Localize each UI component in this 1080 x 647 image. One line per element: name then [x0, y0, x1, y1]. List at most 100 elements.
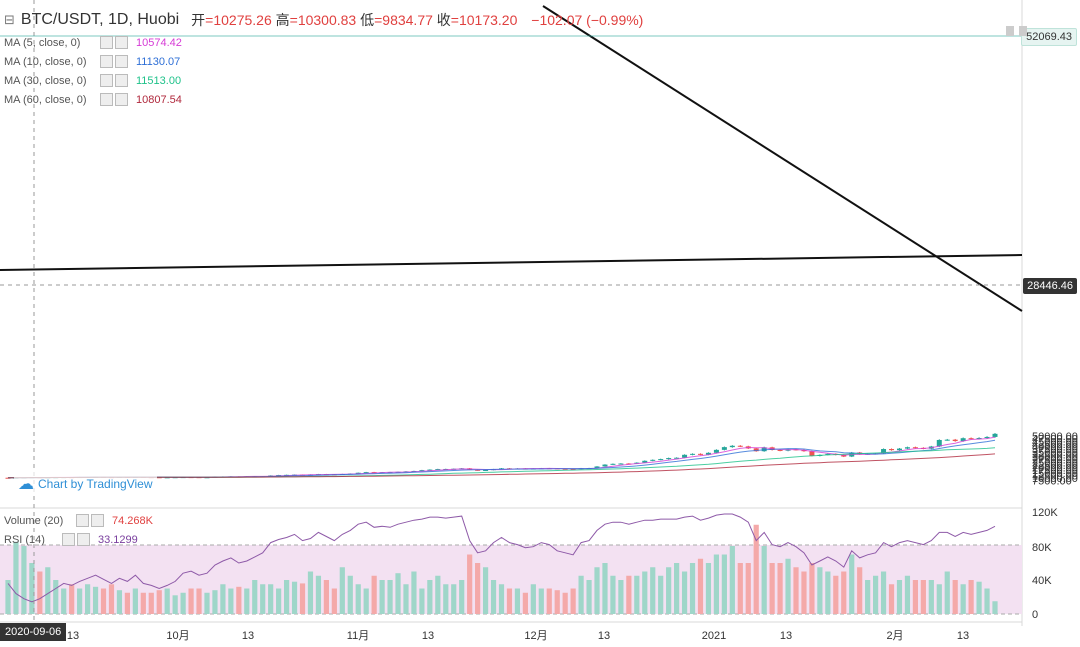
time-tick-label: 2021 [702, 630, 726, 642]
collapse-icon[interactable]: ⊟ [4, 12, 15, 27]
settings-icon[interactable] [100, 36, 113, 49]
volume-bar [69, 584, 75, 614]
settings-icon[interactable] [100, 74, 113, 87]
settings-icon[interactable] [100, 93, 113, 106]
price-tick-label: 25000.00 [1032, 457, 1078, 469]
volume-bar [689, 563, 696, 614]
volume-bar [140, 592, 146, 614]
volume-bar [737, 563, 743, 614]
candle-body [753, 448, 759, 452]
volume-bar [968, 580, 974, 614]
price-tick-label: 37500.00 [1032, 444, 1078, 456]
price-tick-label: 47500.00 [1032, 434, 1078, 446]
volume-bar [156, 590, 162, 614]
time-tick-label: 13 [242, 630, 254, 642]
volume-bar [77, 588, 83, 614]
volume-bar [849, 554, 855, 614]
close-icon[interactable] [91, 514, 104, 527]
candle-body [809, 451, 815, 456]
volume-bar [618, 580, 624, 614]
volume-bar [172, 595, 178, 614]
volume-bar [276, 588, 282, 614]
chart-button[interactable] [1019, 26, 1027, 36]
candle-body [363, 472, 369, 474]
candle-body [825, 453, 831, 455]
volume-bar [522, 592, 528, 614]
volume-bar [451, 584, 457, 614]
candle-body [682, 454, 688, 458]
candle-body [483, 470, 489, 472]
candle-body [602, 464, 608, 467]
volume-bar [817, 567, 823, 614]
volume-bar [411, 571, 417, 614]
close-icon[interactable] [115, 36, 128, 49]
volume-bar [299, 583, 306, 614]
chart-button[interactable] [1006, 26, 1014, 36]
volume-bar [578, 575, 584, 614]
symbol-title[interactable]: BTC/USDT, 1D, Huobi [20, 11, 180, 28]
candle-body [475, 469, 481, 471]
volume-bar [705, 563, 712, 614]
candle-body [944, 439, 950, 441]
settings-icon[interactable] [100, 55, 113, 68]
volume-bar [355, 584, 361, 614]
price-tick-label: 42500.00 [1032, 439, 1078, 451]
settings-icon[interactable] [76, 514, 89, 527]
volume-bar [976, 581, 982, 614]
volume-bar [188, 588, 194, 614]
ma-legend-row: MA (10, close, 0) 11130.07 [4, 55, 181, 68]
volume-bar [642, 571, 648, 614]
resistance-trendline [542, 5, 1023, 312]
candle-body [594, 466, 600, 469]
volume-bar [498, 584, 505, 614]
volume-bar [793, 567, 799, 614]
ma-line [8, 453, 996, 479]
close-icon[interactable] [115, 74, 128, 87]
settings-icon[interactable] [62, 533, 75, 546]
volume-bar [888, 584, 895, 614]
volume-bar [809, 563, 815, 614]
volume-bar [857, 567, 863, 614]
price-tick-label: 30000.00 [1032, 452, 1078, 464]
rsi-legend: RSI (14) 33.1299 [4, 533, 138, 546]
price-tick-label: 32500.00 [1032, 449, 1078, 461]
volume-bar [13, 541, 19, 614]
volume-bar [610, 575, 616, 614]
volume-bar [546, 588, 552, 614]
time-tick-label: 13 [780, 630, 792, 642]
volume-bar [721, 554, 727, 614]
volume-bar [928, 580, 934, 614]
candle-body [562, 468, 568, 470]
volume-bar [307, 571, 314, 614]
change-readout: −102.07 (−0.99%) [531, 12, 644, 28]
candle-body [896, 448, 902, 451]
close-icon[interactable] [115, 93, 128, 106]
support-trendline [0, 254, 1023, 271]
volume-bar [530, 584, 536, 614]
volume-bar [196, 588, 202, 614]
volume-bar [602, 563, 608, 614]
ohlc-readout: 开=10275.26 高=10300.83 低=9834.77 收=10173.… [191, 12, 644, 28]
volume-bar [475, 563, 481, 614]
volume-bar [371, 575, 377, 614]
candle-body [674, 457, 680, 459]
volume-bar [490, 580, 497, 614]
volume-bar [395, 573, 401, 614]
close-icon[interactable] [77, 533, 90, 546]
volume-bar [291, 581, 298, 614]
ma-legend-row: MA (5, close, 0) 10574.42 [4, 36, 182, 49]
volume-bar [339, 567, 345, 614]
candle-body [976, 437, 982, 439]
volume-bar [666, 567, 672, 614]
volume-bar [347, 575, 353, 614]
close-icon[interactable] [115, 55, 128, 68]
candle-body [355, 472, 361, 474]
candle-body [697, 453, 703, 455]
volume-bar [482, 567, 489, 614]
volume-bar [538, 588, 544, 614]
volume-bar [896, 580, 903, 614]
tradingview-watermark[interactable]: ☁ Chart by TradingView [14, 472, 157, 496]
volume-bar [650, 567, 656, 614]
candle-body [912, 447, 918, 449]
